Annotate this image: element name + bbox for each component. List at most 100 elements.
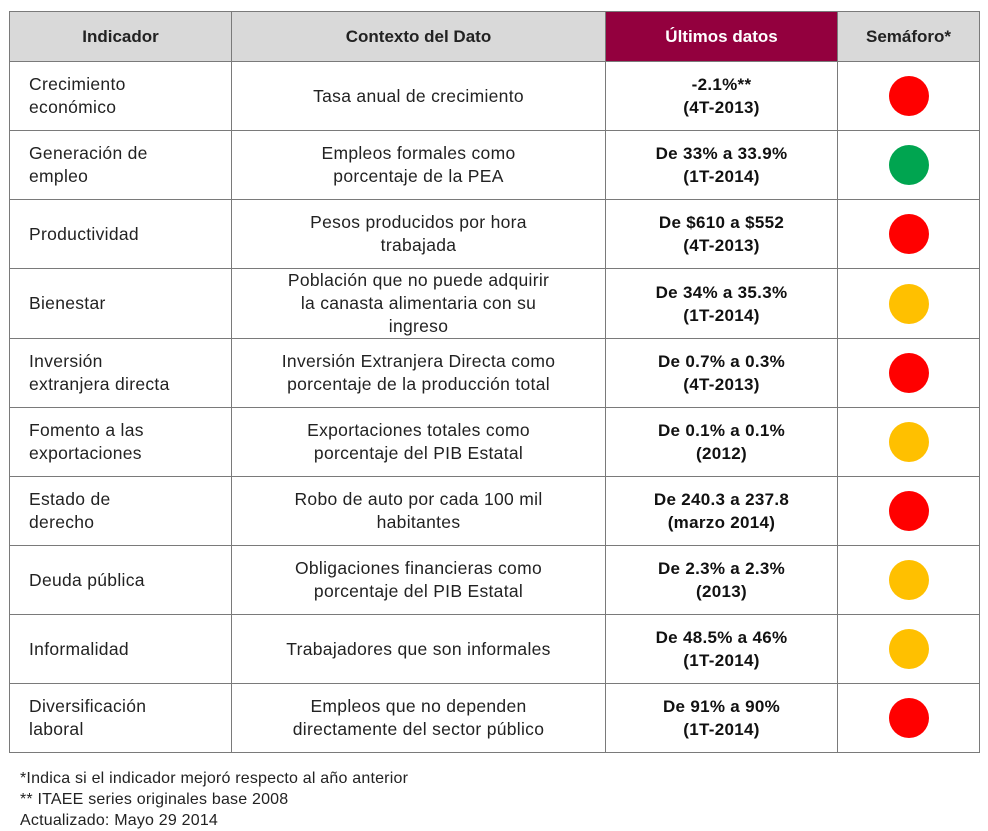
indicator-cell-line: Generación de	[29, 143, 148, 163]
traffic-light-red-icon	[888, 698, 929, 738]
context-cell-line: habitantes	[376, 512, 461, 532]
indicator-cell: Fomento a las exportaciones	[9, 407, 232, 477]
context-cell-line: Trabajadores que son informales	[286, 638, 551, 659]
latest-data-cell-line: De 48.5% a 46%	[655, 628, 788, 647]
semaforo-cell	[837, 199, 980, 269]
traffic-light-red-icon	[888, 214, 929, 254]
indicator-cell: Productividad	[9, 199, 232, 269]
table-row: Diversificación laboral Empleos que no dep…	[9, 683, 980, 753]
latest-data-cell: De 2.3% a 2.3% (2013)	[605, 545, 838, 615]
table-row: Bienestar Población que no puede adquirir…	[9, 268, 980, 339]
context-cell-line: Pesos producidos por hora	[310, 212, 527, 232]
context-cell: Robo de auto por cada 100 mil habitantes	[231, 476, 606, 546]
table-row: Crecimiento económico Tasa anual de crecim…	[9, 61, 980, 131]
footnote-semaforo: *Indica si el indicador mejoró respecto …	[20, 770, 409, 787]
latest-data-cell-line: (marzo 2014)	[667, 513, 776, 532]
indicator-cell-line: laboral	[29, 719, 84, 739]
table-row: Deuda pública Obligaciones financieras co…	[9, 545, 980, 615]
context-cell-line: Inversión Extranjera Directa como	[281, 351, 556, 371]
latest-data-cell: De 0.1% a 0.1% (2012)	[605, 407, 838, 477]
table-row: Productividad Pesos producidos por hora tr…	[9, 199, 980, 269]
latest-data-cell-line: De 0.1% a 0.1%	[657, 421, 786, 440]
traffic-light-yellow-icon	[888, 422, 929, 462]
latest-data-cell-line: De 33% a 33.9%	[655, 144, 788, 163]
latest-data-cell-line: De 240.3 a 237.8	[653, 490, 790, 509]
indicator-cell-line: Diversificación	[29, 696, 147, 716]
latest-data-cell-line: De $610 a $552	[658, 213, 785, 232]
latest-data-cell-line: (1T-2014)	[683, 167, 760, 186]
indicator-cell-line: Estado de	[29, 489, 111, 509]
indicator-cell: Deuda pública	[9, 545, 232, 615]
latest-data-cell-line: (1T-2014)	[683, 720, 760, 739]
latest-data-cell-line: -2.1%**	[691, 75, 752, 94]
table-row: Estado de derecho Robo de auto por cada 10…	[9, 476, 980, 546]
semaforo-cell	[837, 476, 980, 546]
context-cell: Empleos que no dependen directamente del …	[231, 683, 606, 753]
semaforo-cell	[837, 614, 980, 684]
latest-data-cell-line: De 0.7% a 0.3%	[657, 352, 786, 371]
semaforo-cell	[837, 268, 980, 339]
header-ultimos-datos: Últimos datos	[605, 11, 838, 62]
indicator-cell-line: económico	[29, 97, 117, 117]
semaforo-cell	[837, 407, 980, 477]
context-cell-line: trabajada	[380, 235, 457, 255]
context-cell-line: Exportaciones totales como	[307, 420, 530, 440]
traffic-light-red-icon	[888, 76, 929, 116]
traffic-light-yellow-icon	[888, 629, 929, 669]
semaforo-cell	[837, 61, 980, 131]
context-cell-line: Robo de auto por cada 100 mil	[294, 489, 543, 509]
indicator-cell: Inversión extranjera directa	[9, 338, 232, 408]
indicator-cell: Informalidad	[9, 614, 232, 684]
context-cell-line: directamente del sector público	[292, 719, 545, 739]
latest-data-cell: De 33% a 33.9% (1T-2014)	[605, 130, 838, 200]
table-header-row: Indicador Contexto del Dato Últimos dato…	[9, 11, 980, 62]
latest-data-cell-line: (2012)	[696, 444, 747, 463]
traffic-light-green-icon	[888, 145, 929, 185]
context-cell: Empleos formales como porcentaje de la PE…	[231, 130, 606, 200]
indicator-cell-line: derecho	[29, 512, 95, 532]
indicator-cell-line: Informalidad	[29, 638, 129, 659]
context-cell: Trabajadores que son informales	[231, 614, 606, 684]
latest-data-cell-line: (2013)	[696, 582, 747, 601]
indicator-cell: Bienestar	[9, 268, 232, 339]
latest-data-cell-line: De 2.3% a 2.3%	[657, 559, 786, 578]
latest-data-cell: -2.1%** (4T-2013)	[605, 61, 838, 131]
context-cell-line: porcentaje del PIB Estatal	[313, 581, 524, 601]
latest-data-cell-line: De 91% a 90%	[662, 697, 780, 716]
table-row: Informalidad Trabajadores que son informa…	[9, 614, 980, 684]
traffic-light-yellow-icon	[888, 560, 929, 600]
indicator-cell: Diversificación laboral	[9, 683, 232, 753]
traffic-light-yellow-icon	[888, 283, 929, 324]
context-cell-line: Tasa anual de crecimiento	[313, 85, 524, 106]
context-cell-line: porcentaje de la producción total	[287, 374, 550, 394]
indicator-cell-line: Bienestar	[29, 293, 106, 313]
context-cell-line: porcentaje de la PEA	[333, 166, 504, 186]
footnotes: *Indica si el indicador mejoró respecto …	[20, 768, 408, 831]
latest-data-cell-line: (4T-2013)	[683, 236, 760, 255]
semaforo-cell	[837, 338, 980, 408]
latest-data-cell: De 48.5% a 46% (1T-2014)	[605, 614, 838, 684]
header-semaforo: Semáforo*	[837, 11, 980, 62]
latest-data-cell-line: (1T-2014)	[683, 651, 760, 670]
header-contexto: Contexto del Dato	[231, 11, 606, 62]
indicator-table-container: Indicador Contexto del Dato Últimos dato…	[9, 11, 980, 753]
indicator-cell: Generación de empleo	[9, 130, 232, 200]
latest-data-cell: De 0.7% a 0.3% (4T-2013)	[605, 338, 838, 408]
indicator-cell-line: Inversión	[29, 351, 103, 371]
indicator-cell-line: exportaciones	[29, 443, 142, 463]
context-cell: Tasa anual de crecimiento	[231, 61, 606, 131]
table-row: Fomento a las exportaciones Exportaciones …	[9, 407, 980, 477]
context-cell-line: Obligaciones financieras como	[294, 558, 543, 578]
context-cell: Obligaciones financieras como porcentaje …	[231, 545, 606, 615]
context-cell-line: porcentaje del PIB Estatal	[313, 443, 524, 463]
latest-data-cell-line: De 34% a 35.3%	[655, 282, 788, 302]
latest-data-cell: De $610 a $552 (4T-2013)	[605, 199, 838, 269]
latest-data-cell-line: (1T-2014)	[683, 305, 760, 325]
indicator-table: Indicador Contexto del Dato Últimos dato…	[9, 11, 980, 753]
semaforo-cell	[837, 683, 980, 753]
context-cell-line: Empleos que no dependen	[310, 696, 527, 716]
footnote-itaee: ** ITAEE series originales base 2008	[20, 791, 289, 808]
indicator-cell-line: Productividad	[29, 223, 139, 244]
header-indicador: Indicador	[9, 11, 232, 62]
context-cell: Pesos producidos por hora trabajada	[231, 199, 606, 269]
